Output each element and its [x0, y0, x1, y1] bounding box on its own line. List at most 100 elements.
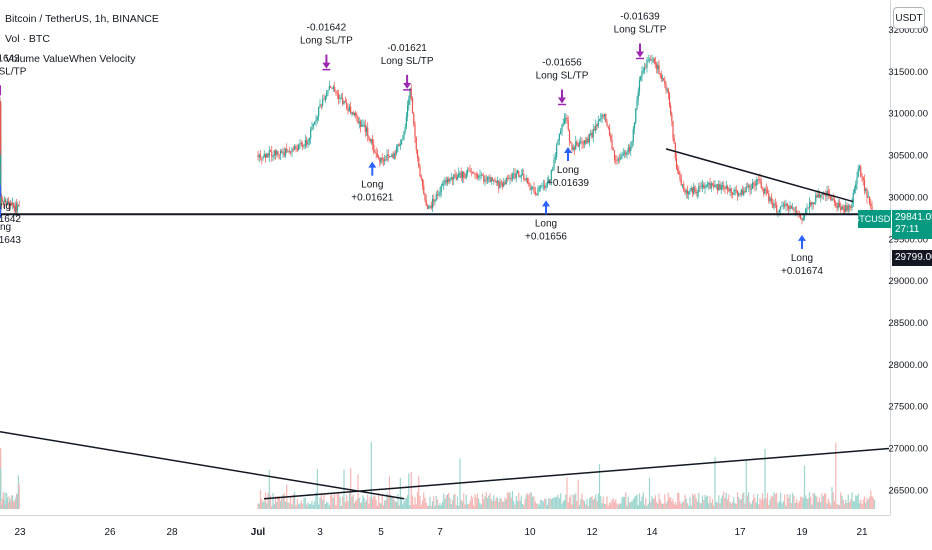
candle-597	[735, 185, 737, 194]
volume-bar-632	[780, 492, 782, 509]
candle-body-212	[0, 155, 2, 159]
volume-bar-500	[616, 503, 618, 509]
candle-561	[690, 185, 692, 192]
volume-bar-233	[278, 496, 280, 509]
candle-body-377	[460, 172, 462, 178]
candle-439	[538, 185, 540, 193]
volume-bar-4	[2, 492, 4, 509]
indicator-legend[interactable]: Volume ValueWhen Velocity	[5, 53, 136, 65]
candle-body-621	[765, 188, 767, 191]
volume-bar-595	[733, 497, 735, 509]
candle-body-238	[284, 148, 287, 156]
candle-339	[413, 111, 415, 127]
volume-bar-290	[353, 503, 356, 509]
volume-bar-440	[540, 499, 542, 509]
volume-bar-548	[674, 501, 676, 509]
candle-393	[480, 171, 482, 180]
candle-537	[661, 74, 664, 82]
candle-body-243	[291, 148, 293, 153]
candle-body-435	[533, 187, 535, 192]
candle-body-429	[525, 178, 527, 180]
volume-bar-659	[815, 495, 817, 509]
volume-bar-615	[758, 504, 760, 509]
volume-bar-466	[573, 494, 576, 509]
candle-444	[545, 182, 547, 192]
volume-bar-492	[606, 496, 608, 509]
volume-bar-646	[798, 500, 800, 509]
volume-bar-688	[851, 492, 853, 509]
candle-406	[496, 176, 499, 186]
candle-667	[825, 190, 827, 202]
candle-body-254	[306, 140, 308, 145]
candle-body-563	[693, 186, 695, 194]
candle-218	[259, 149, 262, 161]
candle-body-490	[603, 114, 606, 117]
volume-bar-537	[661, 503, 664, 509]
candle-463	[570, 141, 572, 144]
volume-bar-332	[404, 498, 406, 509]
volume-bar-446	[548, 498, 550, 509]
volume-bar-572	[704, 494, 706, 509]
candle-286	[348, 103, 350, 112]
candle-body-189	[0, 119, 2, 143]
x-tick-label-9: 14	[646, 527, 658, 538]
volume-bar-671	[830, 504, 832, 509]
volume-bar-363	[443, 493, 445, 509]
candle-body-549	[675, 157, 678, 169]
candle-504	[621, 151, 623, 160]
candle-18	[14, 205, 16, 215]
candle-body-273	[331, 87, 333, 89]
candle-body-314	[382, 160, 385, 161]
volume-bar-618	[761, 493, 764, 509]
volume-bar-355	[433, 495, 435, 509]
candle-417	[510, 172, 512, 182]
candle-body-366	[446, 178, 449, 183]
candle-333	[405, 111, 407, 130]
volume-bar-299	[364, 501, 366, 509]
candle-409	[500, 179, 502, 187]
currency-button[interactable]: USDT	[893, 7, 925, 29]
volume-bar-630	[777, 503, 779, 509]
candle-335	[408, 95, 410, 111]
candle-body-608	[749, 185, 751, 190]
candle-body-486	[598, 119, 601, 121]
candle-body-376	[459, 172, 461, 174]
volume-bar-349	[425, 502, 427, 509]
candle-body-703	[870, 203, 872, 206]
candle-239	[286, 143, 288, 154]
volume-bar-583	[718, 495, 720, 509]
candle-549	[675, 153, 678, 171]
candle-428	[524, 177, 526, 182]
candle-body-18	[14, 207, 16, 211]
candle-body-641	[792, 207, 794, 209]
candle-619	[763, 188, 765, 198]
volume-legend[interactable]: Vol · BTC	[5, 33, 50, 45]
symbol-title[interactable]: Bitcoin / TetherUS, 1h, BINANCE	[5, 13, 159, 25]
volume-bar-599	[738, 496, 740, 509]
volume-bar-645	[797, 503, 799, 509]
candle-body-643	[794, 210, 796, 212]
candle-156	[0, 195, 2, 206]
volume-bar-609	[750, 504, 752, 509]
candle-body-401	[490, 177, 492, 182]
volume-bar-602	[741, 493, 744, 509]
y-tick-label-9: 31000.00	[888, 109, 928, 120]
volume-bar-414	[506, 492, 509, 509]
volume-bar-371	[453, 494, 455, 509]
candle-body-566	[696, 192, 699, 194]
candle-body-210	[0, 162, 2, 165]
candle-247	[296, 144, 298, 152]
candle-332	[404, 123, 406, 135]
volume-bar-445	[546, 504, 548, 509]
volume-bar-470	[578, 505, 581, 509]
candle-body-480	[591, 132, 593, 138]
volume-bar-404	[494, 500, 496, 509]
candle-body-331	[403, 131, 405, 140]
candle-body-507	[625, 152, 627, 155]
candle-521	[642, 66, 644, 75]
candle-266	[322, 94, 324, 108]
candle-629	[776, 201, 778, 216]
candle-body-487	[600, 118, 602, 120]
long-label-0-1: +0.01643	[0, 235, 21, 246]
